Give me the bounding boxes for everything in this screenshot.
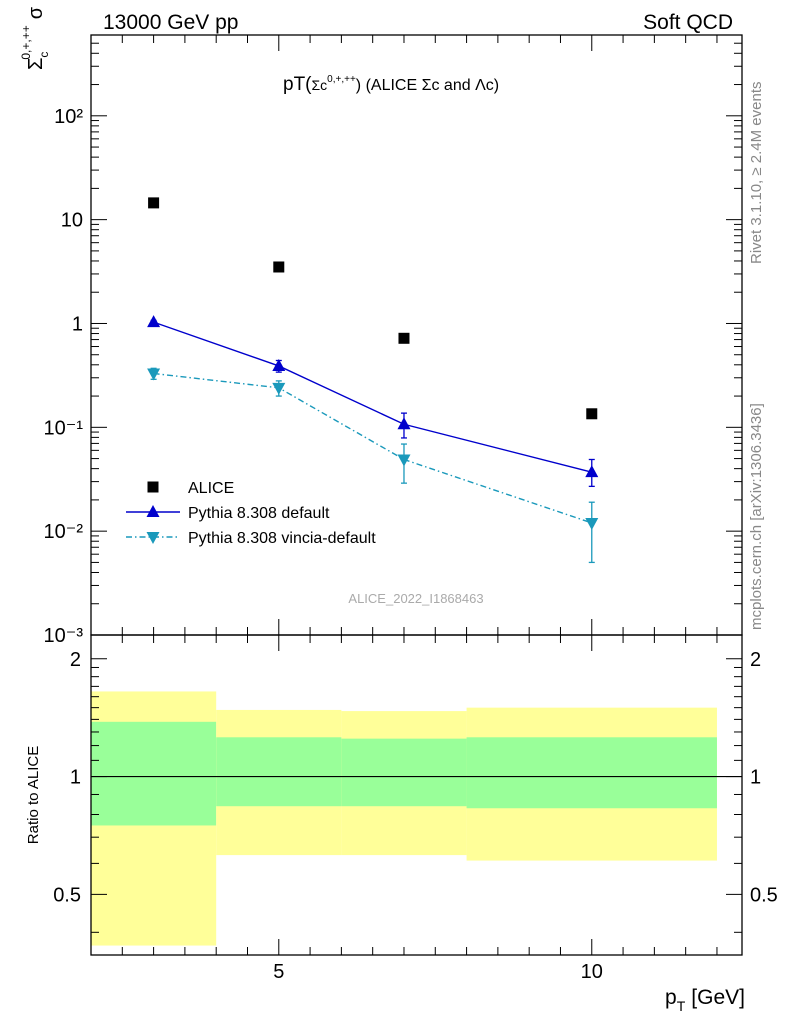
main-ytick-label: 10⁻³ [44, 625, 84, 647]
alice-point [398, 332, 410, 344]
series-1 [147, 315, 599, 488]
series-2 [147, 367, 599, 564]
ylabel-sup: 0,+,++ [19, 25, 33, 59]
xlabel-main: p [665, 986, 677, 1009]
pythia-default-point [397, 417, 411, 430]
alice-point [273, 261, 285, 273]
ratio-frame [90, 634, 743, 956]
legend: ALICE Pythia 8.308 default Pythia 8.308 vi… [126, 480, 376, 547]
title-rest: ) (ALICE Σc and Λc) [356, 77, 499, 94]
legend-label: Pythia 8.308 vincia-default [188, 530, 376, 547]
series-0 [148, 197, 598, 420]
analysis-watermark: ALICE_2022_I1868463 [348, 591, 483, 606]
ratio-ylabel: Ratio to ALICE [25, 746, 42, 844]
title-main: pT( [283, 74, 312, 95]
pythia-default-point [147, 315, 161, 328]
ratio-panel: 0.5 0.5 1 1 2 2 5 10 Ratio to ALICE pT [GeV] [25, 634, 778, 1014]
main-ylabel: Σc 0,+,++ σ [19, 6, 51, 70]
pythia-default-point [585, 465, 599, 478]
ratio-ytick-label-left: 0.5 [53, 884, 81, 906]
legend-label: Pythia 8.308 default [188, 505, 330, 522]
ratio-xlabel: pT [GeV] [665, 986, 745, 1014]
header-left: 13000 GeV pp [103, 11, 238, 34]
pythia-default-point [146, 505, 160, 517]
main-ytick-label: 10⁻² [44, 521, 84, 543]
series-line [153, 321, 592, 473]
xtick-label: 10 [581, 961, 603, 983]
ratio-inner-band [216, 737, 342, 807]
pythia-vincia-point [397, 454, 411, 467]
ratio-ytick-label-right: 2 [750, 649, 761, 671]
pythia-vincia-point [147, 368, 161, 381]
pythia-default-point [272, 358, 286, 371]
ratio-ytick-label-left: 1 [70, 767, 81, 789]
main-ytick-label: 1 [72, 313, 83, 335]
ratio-ytick-label-right: 1 [750, 767, 761, 789]
title-sup: 0,+,++ [327, 74, 356, 85]
main-title: pT(Σc0,+,++) (ALICE Σc and Λc) [283, 74, 499, 95]
xlabel-sub: T [677, 998, 686, 1014]
ratio-ytick-label-right: 0.5 [750, 884, 778, 906]
pythia-vincia-point [146, 532, 160, 544]
series-line [153, 372, 592, 524]
ratio-inner-band [341, 738, 467, 807]
main-ytick-label: 10⁻¹ [44, 417, 84, 439]
xtick-label: 5 [273, 961, 284, 983]
alice-point [147, 481, 159, 493]
header-right: Soft QCD [643, 11, 733, 34]
ylabel-sub: c [37, 52, 51, 58]
svg-text:Σc0,+,++σ: Σc 0,+,++ σ [19, 6, 51, 70]
main-ytick-label: 10² [54, 106, 83, 128]
pythia-vincia-point [585, 517, 599, 530]
ratio-inner-band [466, 737, 717, 809]
mcplots-label: mcplots.cern.ch [arXiv:1306.3436] [748, 403, 765, 630]
alice-point [148, 197, 160, 209]
ratio-ytick-label-left: 2 [70, 649, 81, 671]
ratio-inner-band [91, 721, 217, 826]
alice-point [586, 408, 598, 420]
rivet-label: Rivet 3.1.10, ≥ 2.4M events [748, 82, 765, 265]
pythia-vincia-point [272, 382, 286, 395]
ylabel-base: Σ [25, 58, 47, 70]
ylabel-tail: σ [25, 6, 47, 19]
main-ytick-label: 10 [61, 210, 83, 232]
xlabel-tail: [GeV] [691, 986, 745, 1009]
title-sub: Σc [312, 77, 328, 93]
legend-label: ALICE [188, 480, 234, 497]
